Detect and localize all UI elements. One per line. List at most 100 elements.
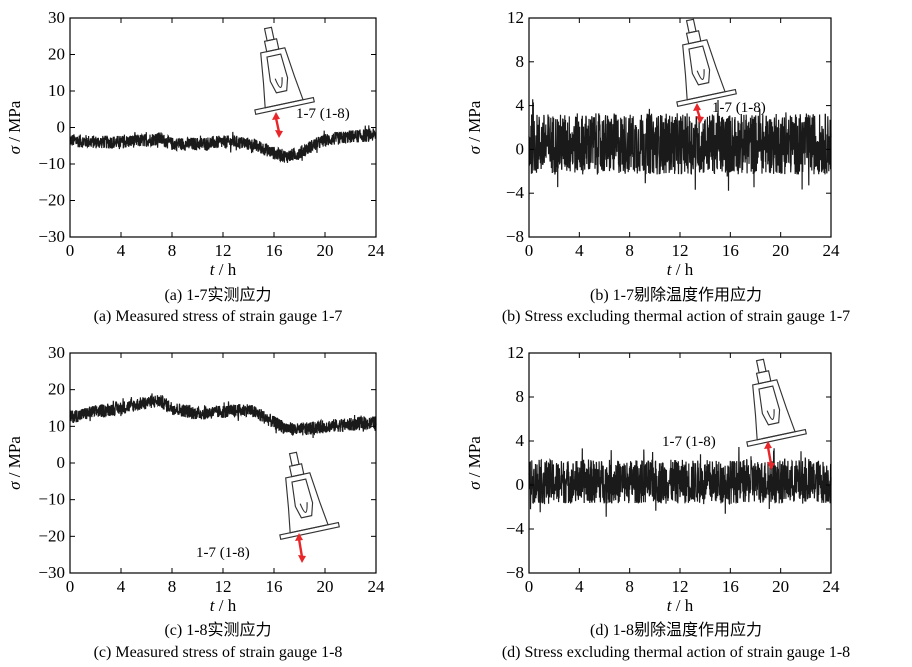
sensor-rod [288, 451, 300, 467]
plot-frame [528, 352, 832, 574]
y-tick-label: −8 [506, 563, 524, 582]
sensor-inner [266, 53, 289, 94]
x-tick-label: 8 [168, 577, 177, 596]
x-tick-label: 20 [317, 577, 334, 596]
x-tick-label: 4 [575, 241, 584, 260]
sensor-base-plate [676, 88, 737, 107]
x-tick-label: 8 [625, 577, 634, 596]
caption-en: (d) Stress excluding thermal action of s… [502, 644, 850, 661]
sensor-hook [766, 409, 775, 420]
y-tick-label: 30 [48, 343, 65, 362]
x-tick-label: 12 [672, 577, 689, 596]
caption-en: (c) Measured stress of strain gauge 1-8 [94, 644, 343, 661]
x-tick-label: 24 [823, 577, 841, 596]
caption-cn: (c) 1-8实测应力 [164, 620, 271, 639]
signal-trace [528, 446, 832, 517]
chart-panel-c: 0 4 8 12 16 20 24 −30 −20 −10 0 10 20 30 t / h σ / MPa 1… [5, 343, 385, 661]
x-tick-label: 8 [625, 241, 634, 260]
y-axis-unit: / MPa [465, 436, 484, 482]
x-tick-label: 8 [168, 241, 177, 260]
y-tick-label: −10 [38, 490, 65, 509]
y-axis-symbol: σ [5, 145, 24, 154]
x-axis-symbol: t [210, 260, 216, 279]
x-tick-label: 16 [722, 241, 739, 260]
strain-gauge-sensor-icon [254, 26, 315, 115]
y-tick-label: −20 [38, 191, 65, 210]
arrow-shaft [274, 117, 281, 133]
sensor-inner [688, 45, 711, 86]
arrow-head-up [272, 112, 280, 120]
y-tick-label: 12 [507, 343, 524, 362]
y-tick-label: −30 [38, 227, 65, 246]
sensor-hook [696, 69, 705, 80]
sensor-inner [291, 478, 314, 519]
plot-frame [69, 352, 377, 574]
x-tick-label: 20 [772, 241, 789, 260]
y-axis-unit: / MPa [5, 436, 24, 482]
x-tick-label: 12 [215, 241, 232, 260]
sensor-base-plate [746, 428, 807, 447]
y-axis-unit: / MPa [465, 100, 484, 146]
x-axis-label: t / h [210, 260, 237, 279]
caption-en: (b) Stress excluding thermal action of s… [502, 308, 850, 325]
y-tick-label: −20 [38, 526, 65, 545]
x-axis-symbol: t [210, 596, 216, 615]
x-axis-label: t / h [667, 596, 694, 615]
y-tick-label: 0 [516, 139, 525, 158]
arrow-head-down [275, 130, 283, 138]
arrow-head-down [767, 462, 775, 470]
arrow-head-down [696, 116, 704, 124]
x-tick-label: 0 [66, 241, 75, 260]
sensor-body [682, 39, 726, 101]
strain-gauge-sensor-icon [676, 18, 737, 107]
x-axis-label: t / h [210, 596, 237, 615]
y-tick-label: −8 [506, 227, 524, 246]
sensor-base-plate [254, 96, 315, 115]
x-axis-label: t / h [667, 260, 694, 279]
y-axis-label: σ / MPa [465, 100, 484, 154]
sensor-rod [263, 26, 275, 42]
sensor-hook [299, 502, 308, 513]
y-tick-label: 0 [57, 453, 66, 472]
caption-cn: (d) 1-8剔除温度作用应力 [590, 620, 762, 639]
x-tick-label: 0 [525, 241, 534, 260]
x-axis-unit: / h [672, 260, 694, 279]
signal-trace [69, 125, 377, 163]
y-tick-label: −10 [38, 154, 65, 173]
x-tick-label: 24 [823, 241, 841, 260]
sensor-hook [274, 77, 283, 88]
y-axis-symbol: σ [465, 481, 484, 490]
y-axis-label: σ / MPa [465, 436, 484, 490]
sensor-base-plate [279, 521, 340, 540]
signal-trace [69, 393, 377, 439]
arrow-shaft [297, 538, 304, 558]
arrow-head-up [295, 533, 303, 541]
gauge-annotation: 1-7 (1-8) [196, 545, 250, 561]
y-tick-label: 4 [516, 96, 525, 115]
x-axis-unit: / h [215, 596, 237, 615]
y-tick-label: 10 [48, 416, 65, 435]
y-tick-label: −4 [506, 183, 525, 202]
y-axis-symbol: σ [465, 145, 484, 154]
sensor-inner [758, 385, 781, 426]
y-tick-label: 0 [57, 118, 66, 137]
arrow-head-down [298, 555, 306, 563]
caption-cn: (a) 1-7实测应力 [164, 285, 271, 304]
y-tick-label: 20 [48, 380, 65, 399]
y-tick-label: 8 [516, 52, 525, 71]
x-tick-label: 20 [317, 241, 334, 260]
y-axis-label: σ / MPa [5, 436, 24, 490]
y-tick-label: 20 [48, 45, 65, 64]
sensor-body [260, 47, 304, 109]
arrow-head-up [693, 103, 701, 111]
x-axis-unit: / h [672, 596, 694, 615]
y-tick-label: −30 [38, 563, 65, 582]
sensor-body [752, 379, 796, 441]
sensor-rod [755, 358, 767, 374]
chart-panel-a: 0 4 8 12 16 20 24 −30 −20 −10 0 10 20 30 t / h σ / MPa 1… [5, 8, 385, 325]
x-axis-symbol: t [667, 260, 673, 279]
caption-en: (a) Measured stress of strain gauge 1-7 [94, 308, 343, 325]
